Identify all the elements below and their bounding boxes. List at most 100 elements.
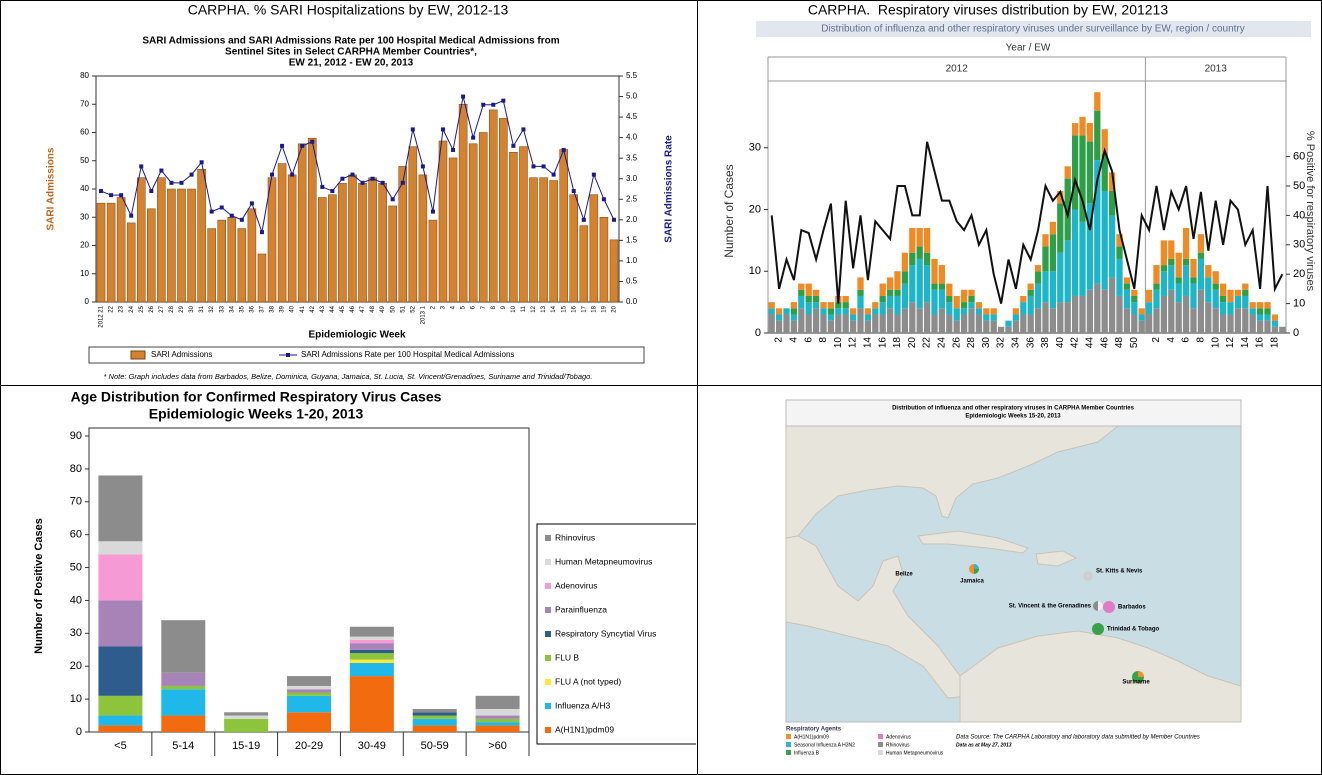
bar — [827, 320, 835, 333]
x-tick-label: 38 — [270, 305, 276, 312]
bar — [388, 205, 397, 303]
line-marker — [601, 197, 606, 202]
bar — [579, 225, 589, 303]
bar — [1123, 277, 1131, 284]
bar — [1182, 265, 1190, 296]
bar — [1153, 289, 1160, 309]
bar — [98, 715, 143, 726]
bar — [1071, 295, 1079, 333]
bar — [901, 283, 909, 309]
x-tick-label: 48 — [370, 305, 376, 312]
bar — [468, 143, 478, 303]
bar — [931, 289, 938, 315]
bar — [1049, 221, 1057, 235]
x-tick-label: 27 — [159, 305, 165, 312]
pie-marker — [1138, 671, 1144, 677]
bar — [267, 177, 277, 303]
bar — [227, 217, 237, 303]
bar — [1086, 141, 1094, 204]
bar — [790, 314, 798, 321]
place-label: Trinidad & Tobago — [1107, 627, 1160, 633]
bar — [1049, 308, 1057, 333]
bar — [931, 258, 938, 284]
bar — [938, 283, 946, 290]
bar — [1101, 289, 1108, 333]
footnote: * Note: Graph includes data from Barbado… — [104, 372, 593, 381]
place-label: Barbados — [1118, 605, 1146, 611]
line-marker — [491, 102, 496, 107]
bar — [106, 202, 116, 303]
bar — [1190, 258, 1197, 278]
bar — [879, 314, 886, 333]
line-marker — [270, 172, 275, 177]
bar — [960, 289, 968, 303]
y-tick-label: 10 — [70, 693, 82, 705]
line-marker — [380, 180, 385, 185]
line-marker — [360, 180, 365, 185]
bar — [798, 308, 805, 333]
legend-label: Seasonal Influenza A H3N2 — [794, 742, 855, 748]
line-marker — [471, 135, 476, 140]
bar — [872, 314, 879, 333]
x-tick-label: 16 — [877, 337, 888, 349]
x-tick-label: 6 — [1181, 337, 1192, 343]
bar — [1279, 326, 1286, 333]
bar — [916, 308, 923, 333]
y-tick-label: 70 — [80, 99, 89, 108]
y2-tick-label: 10 — [1293, 298, 1305, 310]
bar — [1160, 271, 1168, 296]
x-tick-label: >60 — [488, 740, 507, 752]
line-marker — [481, 102, 486, 107]
x-tick-label: 37 — [260, 305, 266, 312]
bar — [938, 308, 946, 333]
bar — [1138, 314, 1145, 321]
bar — [1086, 123, 1094, 142]
bar — [1256, 308, 1264, 315]
y-tick-label: 10 — [749, 265, 761, 277]
bar — [217, 219, 226, 303]
legend-label: FLU A (not typed) — [555, 676, 621, 686]
bar — [161, 685, 206, 690]
bar — [559, 149, 568, 303]
y2-tick-label: 0.0 — [626, 297, 638, 306]
map-panel: Distribution of influenza and other resp… — [785, 399, 1242, 756]
bar — [1219, 283, 1227, 296]
bar — [458, 104, 468, 303]
bar — [349, 676, 394, 732]
line-marker — [350, 172, 355, 177]
bar — [946, 314, 953, 333]
bar — [161, 689, 206, 716]
bar — [790, 320, 798, 333]
bar — [798, 295, 805, 309]
bar — [805, 295, 812, 303]
bar — [1175, 252, 1182, 278]
bar — [1094, 110, 1101, 161]
line-marker — [551, 172, 556, 177]
bar — [975, 302, 983, 309]
bar — [318, 197, 327, 303]
bar — [98, 600, 143, 647]
bar — [349, 662, 394, 677]
line-marker — [219, 205, 224, 210]
bar — [1049, 271, 1057, 309]
map-title-band — [785, 399, 1242, 427]
bar — [1182, 258, 1190, 266]
bar — [1249, 314, 1256, 333]
bar — [968, 308, 975, 333]
bar — [827, 314, 835, 321]
bar — [1079, 295, 1086, 333]
bar — [909, 252, 916, 266]
bar — [1101, 190, 1108, 290]
bar — [1264, 308, 1271, 315]
bar — [783, 314, 790, 333]
line-marker — [440, 127, 445, 132]
bar — [894, 295, 901, 315]
bar — [1138, 320, 1145, 333]
bar — [1249, 302, 1256, 309]
line-marker — [340, 176, 345, 181]
bar — [398, 166, 408, 303]
x-tick-label: 4 — [451, 305, 457, 309]
bar — [475, 718, 520, 723]
x-tick-label: 47 — [360, 305, 366, 312]
bar — [177, 188, 186, 303]
